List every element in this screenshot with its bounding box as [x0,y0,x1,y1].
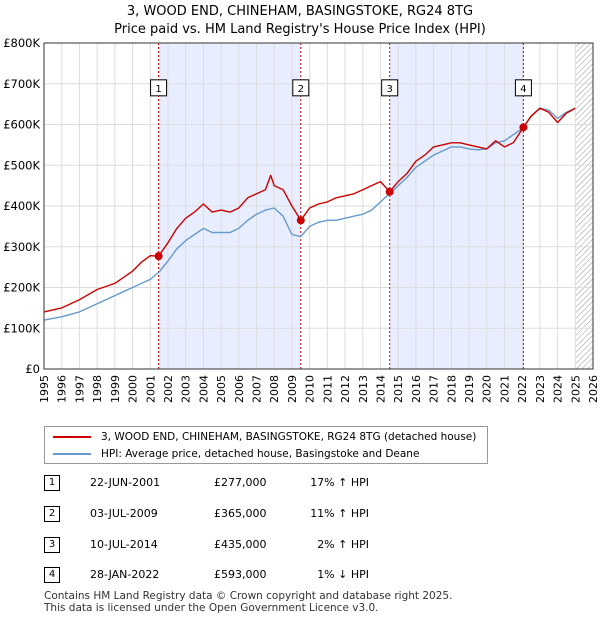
x-tick-label: 2000 [127,375,140,403]
x-tick-label: 2016 [410,375,423,403]
transaction-point [154,252,163,261]
y-tick-label: £100K [3,321,40,335]
tx-price: £435,000 [214,538,267,551]
tx-number: 1 [44,475,60,491]
y-tick-label: £400K [3,199,40,213]
x-tick-label: 2022 [516,375,529,403]
x-tick-label: 2006 [233,375,246,403]
x-tick-label: 2018 [445,375,458,403]
x-tick-label: 2009 [286,375,299,403]
tx-hpi-change: 1% ↓ HPI [317,568,369,581]
x-tick-label: 2011 [321,375,334,403]
x-tick-label: 2019 [463,375,476,403]
legend-swatch-hpi [53,453,91,455]
x-tick-label: 2007 [251,375,264,403]
table-row: 4 28-JAN-2022 £593,000 1% ↓ HPI [44,567,404,583]
tx-hpi-change: 11% ↑ HPI [310,507,369,520]
x-tick-label: 2005 [215,375,228,403]
y-tick-label: £200K [3,281,40,295]
transaction-point [296,216,305,225]
legend-swatch-property [53,436,91,438]
footer-line-1: Contains HM Land Registry data © Crown c… [44,590,453,602]
legend-item-property: 3, WOOD END, CHINEHAM, BASINGSTOKE, RG24… [53,429,476,445]
price-chart: 1 2 3 4 £0 £100K £200K £300K £400K £500K £600K £700… [3,36,600,403]
x-tick-label: 2002 [162,375,175,403]
footer-attribution: Contains HM Land Registry data © Crown c… [44,590,452,614]
y-tick-label: £0 [25,362,40,376]
x-tick-label: 2020 [481,375,494,403]
legend-label-hpi: HPI: Average price, detached house, Basi… [101,448,420,460]
chart-subtitle: Price paid vs. HM Land Registry's House … [114,22,486,37]
x-tick-label: 1998 [91,375,104,403]
x-tick-label: 2025 [569,375,582,403]
transaction-marker-box [381,79,399,97]
tx-date: 22-JUN-2001 [90,476,161,489]
table-row: 1 22-JUN-2001 £277,000 17% ↑ HPI [44,475,404,491]
x-tick-label: 2023 [534,375,547,403]
x-tick-label: 1996 [56,375,69,403]
y-tick-label: £600K [3,118,40,132]
transaction-point [385,187,394,196]
x-tick-label: 2014 [374,375,387,403]
x-tick-label: 2026 [587,375,600,403]
transaction-marker-label: 3 [387,84,393,95]
tx-number: 3 [44,537,60,553]
y-tick-label: £800K [3,36,40,50]
chart-title: 3, WOOD END, CHINEHAM, BASINGSTOKE, RG24… [126,4,474,19]
x-tick-label: 1995 [38,375,51,403]
legend-label-property: 3, WOOD END, CHINEHAM, BASINGSTOKE, RG24… [101,431,477,443]
tx-price: £277,000 [214,476,267,489]
x-tick-label: 2013 [357,375,370,403]
chart-legend: 3, WOOD END, CHINEHAM, BASINGSTOKE, RG24… [44,426,488,464]
tx-date: 10-JUL-2014 [90,538,158,551]
table-row: 3 10-JUL-2014 £435,000 2% ↑ HPI [44,537,404,553]
transaction-marker-box [150,79,168,97]
x-tick-label: 2004 [197,375,210,403]
x-tick-label: 1997 [73,375,86,403]
x-tick-label: 2015 [392,375,405,403]
plot-frame [43,42,594,370]
property-series-line [43,107,576,313]
footer-line-2: This data is licensed under the Open Gov… [44,602,379,614]
transaction-marker-label: 1 [155,84,161,95]
x-tick-label: 2003 [180,375,193,403]
y-tick-label: £700K [3,77,40,91]
y-tick-label: £300K [3,240,40,254]
tx-date: 28-JAN-2022 [90,568,160,581]
y-tick-label: £500K [3,158,40,172]
x-tick-label: 2024 [552,375,565,403]
transaction-marker-label: 4 [520,84,526,95]
x-tick-label: 1999 [109,375,122,403]
tx-date: 03-JUL-2009 [90,507,158,520]
tx-number: 2 [44,506,60,522]
tx-number: 4 [44,567,60,583]
tx-price: £593,000 [214,568,267,581]
x-tick-label: 2017 [428,375,441,403]
tx-hpi-change: 17% ↑ HPI [310,476,369,489]
transaction-marker-box [514,79,532,97]
transaction-marker-label: 2 [298,84,304,95]
x-tick-label: 2001 [144,375,157,403]
tx-price: £365,000 [214,507,267,520]
transaction-point [519,123,528,132]
legend-item-hpi: HPI: Average price, detached house, Basi… [53,446,419,462]
tx-hpi-change: 2% ↑ HPI [317,538,369,551]
table-row: 2 03-JUL-2009 £365,000 11% ↑ HPI [44,506,404,522]
hpi-series-line [43,107,576,321]
x-tick-label: 2021 [498,375,511,403]
x-tick-label: 2010 [304,375,317,403]
transaction-marker-box [292,79,310,97]
x-tick-label: 2008 [268,375,281,403]
x-tick-label: 2012 [339,375,352,403]
